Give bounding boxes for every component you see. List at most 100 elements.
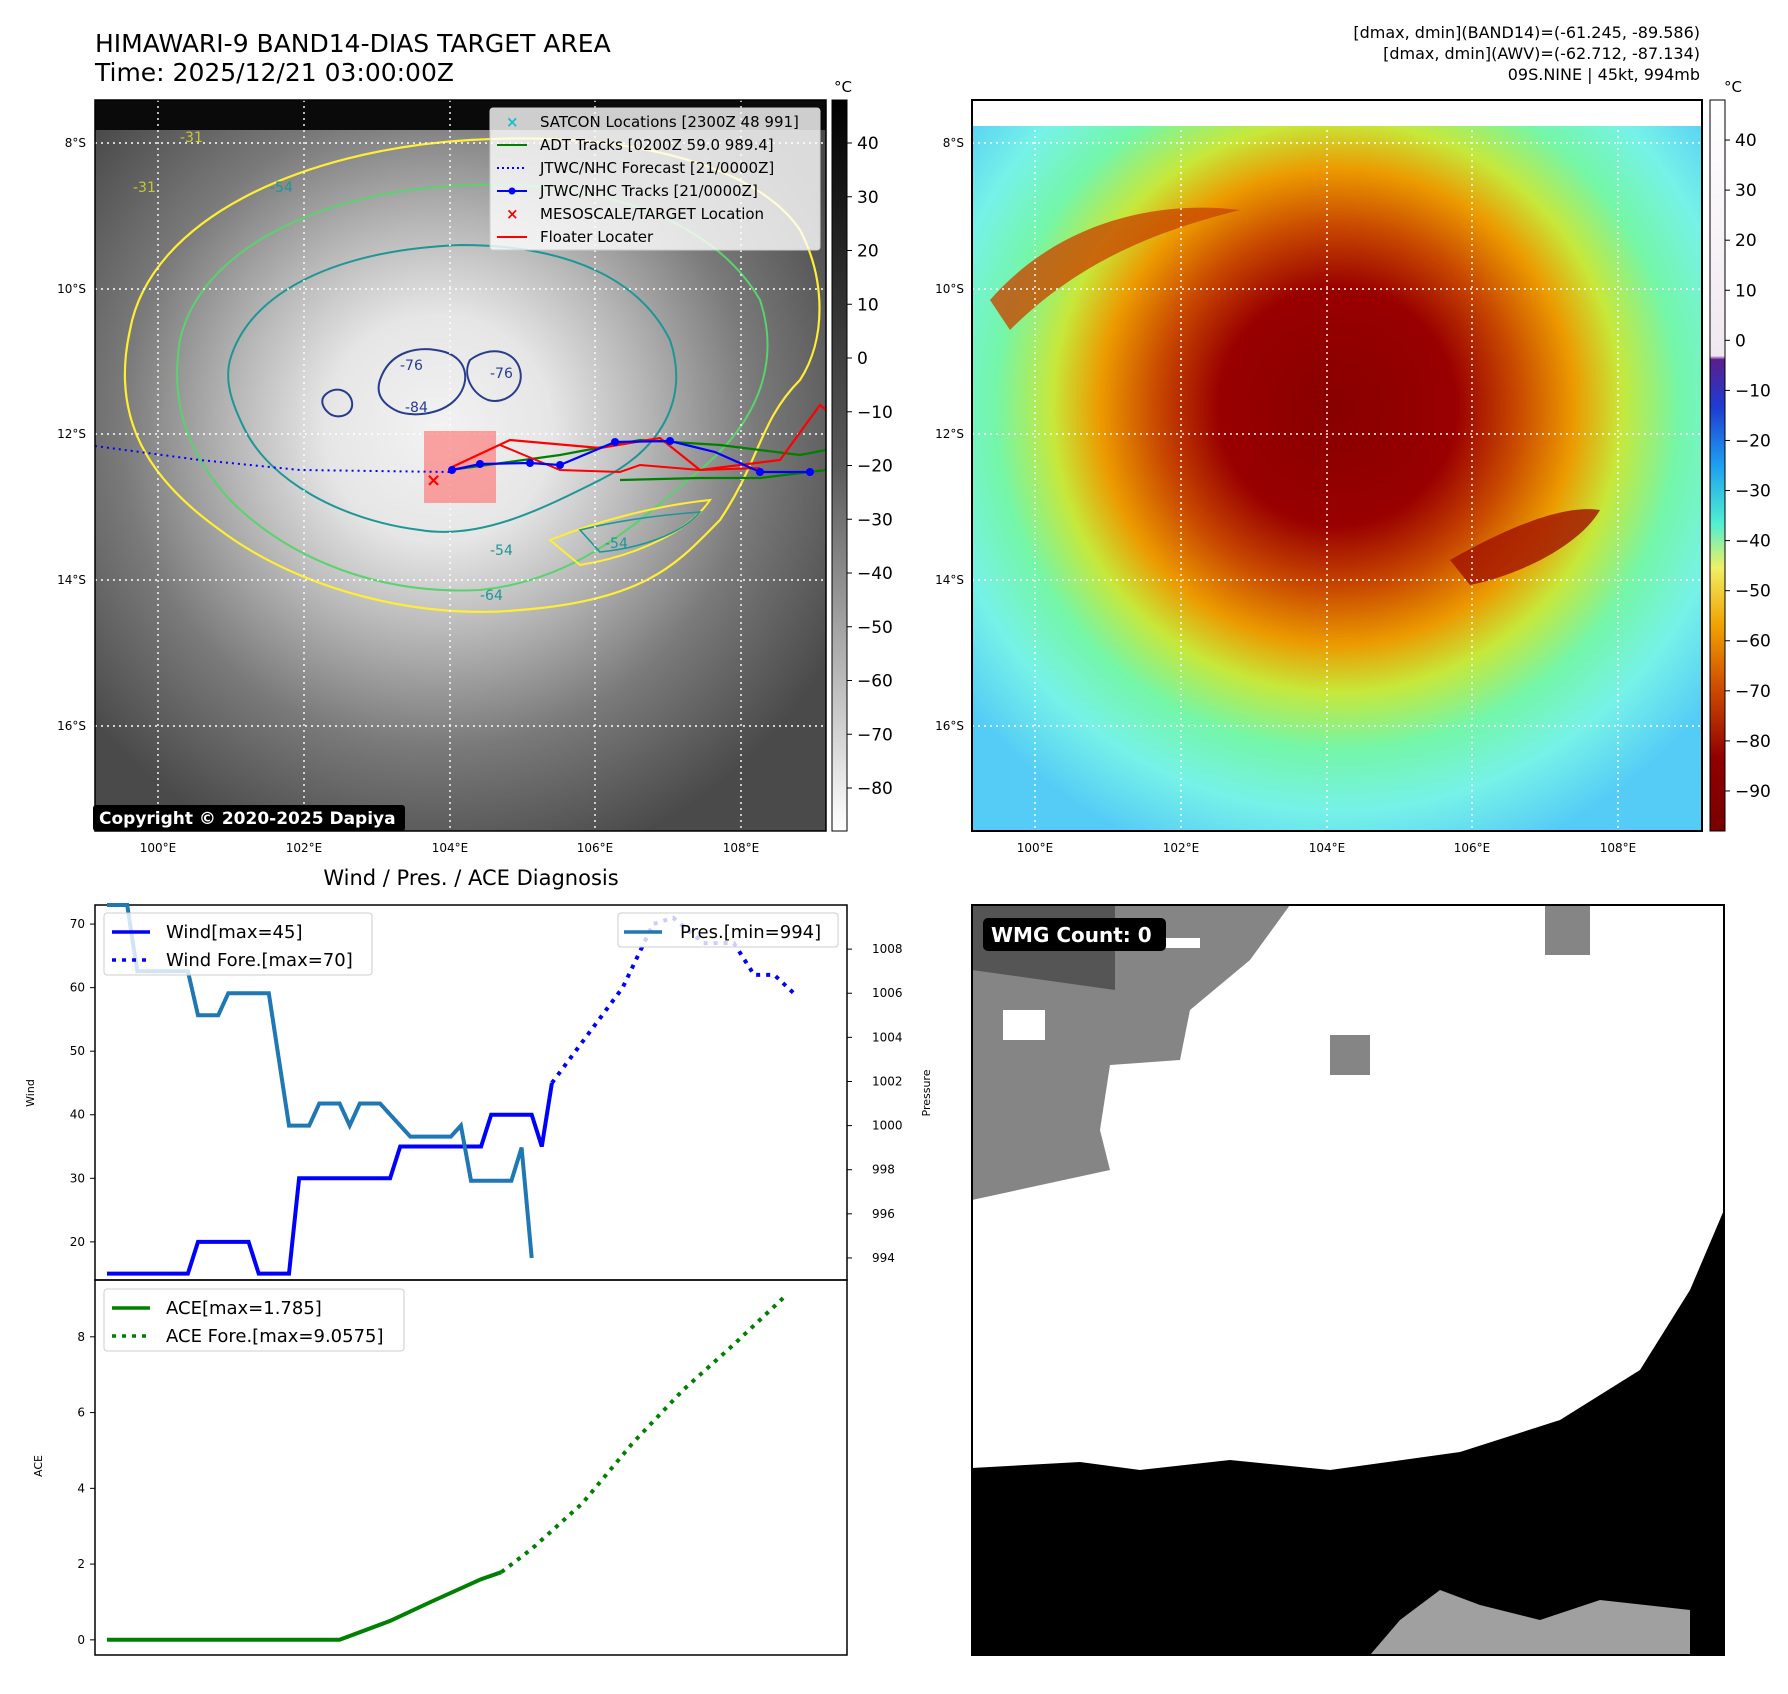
wmg-count-badge (983, 918, 1166, 951)
colorbar-tick-label: −40 (1735, 532, 1771, 552)
colorbar-tick-label: 20 (1735, 231, 1757, 251)
colorbar-tick-label: −80 (857, 779, 893, 799)
y2-tick-label: 1002 (872, 1074, 903, 1088)
legend-label: MESOSCALE/TARGET Location (540, 205, 764, 223)
stats-band14: [dmax, dmin](BAND14)=(-61.245, -89.586) (1353, 23, 1700, 42)
y2-tick-label: 1004 (872, 1030, 903, 1044)
y-tick-label: 4 (77, 1481, 85, 1495)
legend-label: ADT Tracks [0200Z 59.0 989.4] (540, 136, 774, 154)
wind-pressure-chart: Wind Pressure 20 30 40 50 60 70 994 996 998 1000… (24, 903, 933, 1281)
y-tick-label: 0 (77, 1633, 85, 1647)
lat-label: 10°S (57, 282, 86, 296)
contour-teal (227, 243, 678, 533)
contour-yellow-band (548, 498, 713, 567)
stats-awv: [dmax, dmin](AWV)=(-62.712, -87.134) (1383, 44, 1700, 63)
y-tick-label: 2 (77, 1557, 85, 1571)
target-area-box (424, 431, 496, 503)
colorbar-tick-label: −70 (1735, 682, 1771, 702)
wmg-black-region (972, 1210, 1724, 1655)
track-point (476, 460, 484, 468)
wmg-lightgray-band (1370, 1590, 1690, 1655)
map-legend: × SATCON Locations [2300Z 48 991] ADT Tr… (489, 107, 821, 251)
ir-map-frame (94, 99, 827, 832)
ace-axis-label: ACE (32, 1455, 45, 1477)
ir-map-axis-labels: 8°S 10°S 12°S 14°S 16°S 100°E 102°E 104°… (57, 136, 759, 855)
track-point (806, 468, 814, 476)
wind-legend: Wind[max=45] Wind Fore.[max=70] (103, 912, 373, 976)
series-line (550, 915, 796, 1085)
awv-map-panel (971, 99, 1703, 832)
y-tick-label: 6 (77, 1406, 85, 1420)
colorbar-tick-label: 40 (857, 134, 879, 154)
track-point (611, 438, 619, 446)
ace-chart-frame (94, 1279, 848, 1656)
colorbar-ticks: 40 30 20 10 0 −10 −20 −30 −40 −50 −60 −70 −80 −90 (1725, 131, 1771, 802)
track-point (556, 461, 564, 469)
y-tick-label: 8 (77, 1330, 85, 1344)
lat-label: 10°S (935, 282, 964, 296)
colorbar-tick-label: −70 (857, 725, 893, 745)
contour-label-group: -31 -31 -54 -76 -76 -84 -54 -54 -64 (133, 130, 628, 604)
copyright-box (93, 805, 405, 831)
colorbar-tick-label: −40 (857, 564, 893, 584)
contour-navy-3 (321, 388, 354, 418)
colorbar-tick-label: −60 (857, 672, 893, 692)
contour-label: -76 (400, 358, 423, 374)
contour-navy-2 (466, 350, 522, 402)
ir-colorbar: °C 40 30 20 10 0 −10 −20 −30 −40 −50 −60 −70 −80 (831, 78, 893, 832)
line-marker-dot (508, 187, 516, 195)
ir-map-panel: -31 -31 -54 -76 -76 -84 -54 -54 -64 (93, 99, 827, 832)
contour-green (176, 183, 769, 592)
x-marker-icon: × (506, 205, 519, 223)
lon-label: 108°E (1600, 841, 1637, 855)
legend-box (489, 107, 821, 251)
series-line (107, 903, 534, 1259)
floater-track-2 (499, 444, 761, 474)
figure-title: HIMAWARI-9 BAND14-DIAS TARGET AREA (95, 29, 611, 58)
colorbar-tick-label: −50 (1735, 582, 1771, 602)
awv-map-gridlines (972, 100, 1702, 831)
contour-label: -54 (270, 180, 293, 196)
y2-tick-label: 996 (872, 1207, 895, 1221)
colorbar-gradient (1709, 99, 1726, 832)
contour-label: -31 (133, 180, 156, 196)
y-tick-label: 30 (70, 1171, 85, 1185)
colorbar-tick-label: 0 (1735, 331, 1746, 351)
colorbar-unit: °C (1724, 78, 1742, 96)
colorbar-tick-label: 0 (857, 349, 868, 369)
rainband-2 (990, 207, 1240, 330)
lon-label: 106°E (1454, 841, 1491, 855)
colorbar-tick-label: 10 (857, 295, 879, 315)
floater-track (449, 403, 827, 472)
y2-tick-label: 998 (872, 1163, 895, 1177)
colorbar-tick-label: −90 (1735, 782, 1771, 802)
legend-box (103, 1288, 405, 1352)
jtwc-track (448, 437, 814, 476)
series-line (500, 1295, 786, 1574)
x-marker-icon: × (506, 113, 519, 131)
awv-map-background (972, 100, 1702, 831)
wind-axis-label: Wind (24, 1079, 37, 1107)
storm-info: 09S.NINE | 45kt, 994mb (1508, 65, 1700, 84)
contour-yellow (123, 137, 821, 613)
contour-navy-1 (377, 348, 467, 416)
awv-map-top-band (972, 100, 1702, 126)
lat-label: 12°S (57, 427, 86, 441)
wmg-gray-patch (1330, 1035, 1370, 1075)
y-tick-label: 60 (70, 981, 85, 995)
colorbar-tick-label: −60 (1735, 632, 1771, 652)
colorbar-tick-label: 40 (1735, 131, 1757, 151)
wind-ticks: 20 30 40 50 60 70 (70, 917, 95, 1249)
contour-label: -54 (490, 543, 513, 559)
awv-colorbar: °C 40 30 20 10 0 −10 −20 −30 −40 −50 −60 −70 −80 −90 (1709, 78, 1771, 832)
lat-label: 8°S (65, 136, 86, 150)
colorbar-tick-label: 20 (857, 242, 879, 262)
lon-label: 100°E (1017, 841, 1054, 855)
y2-tick-label: 1006 (872, 986, 903, 1000)
legend-label: Floater Locater (540, 228, 654, 246)
lon-label: 108°E (723, 841, 760, 855)
wmg-panel: WMG Count: 0 (971, 904, 1725, 1656)
y2-tick-label: 1000 (872, 1119, 903, 1133)
adt-track-2 (619, 468, 827, 482)
target-location-marker: × (426, 470, 441, 491)
